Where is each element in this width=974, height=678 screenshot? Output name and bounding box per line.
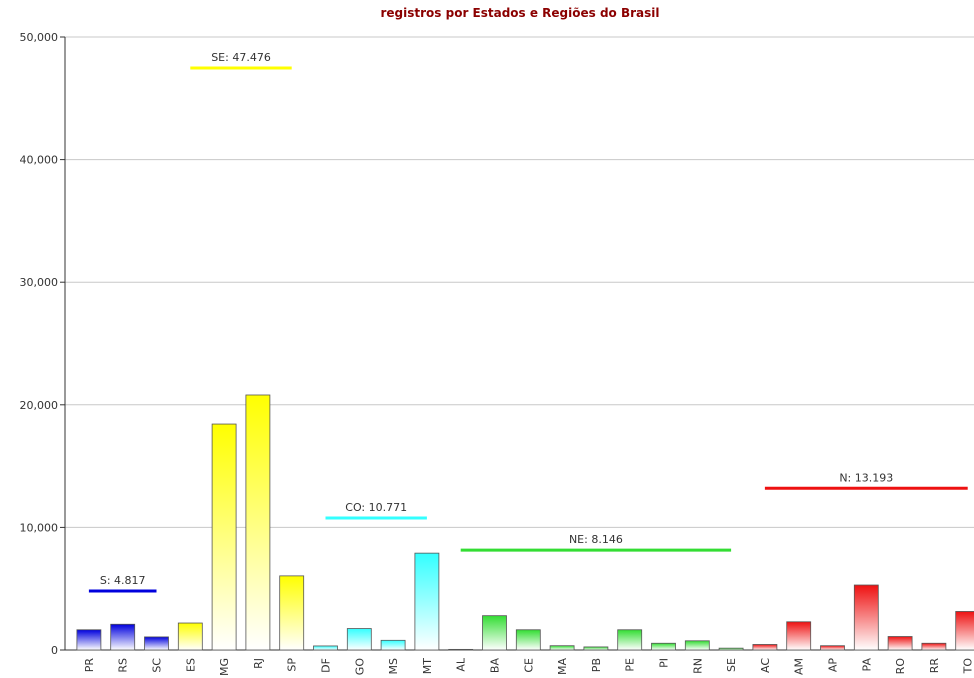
region-label: CO: 10.771 (345, 501, 407, 514)
x-tick-label: AC (759, 658, 772, 673)
bar (887, 636, 913, 651)
region-label: N: 13.193 (839, 471, 893, 484)
bar (211, 423, 237, 651)
x-tick-label: MG (218, 658, 231, 676)
y-tick-label: 40,000 (20, 154, 59, 167)
bar (110, 623, 136, 651)
x-tick-label: BA (489, 658, 502, 674)
region-label: NE: 8.146 (569, 533, 623, 546)
bar (177, 622, 203, 651)
x-tick-label: RN (691, 658, 704, 674)
x-tick-label: RJ (252, 658, 265, 669)
x-tick-label: SC (151, 658, 164, 673)
x-tick-label: DF (320, 658, 333, 673)
bar (718, 647, 744, 651)
bar (448, 648, 474, 651)
x-tick-label: AM (793, 658, 806, 675)
bar (955, 611, 974, 651)
x-tick-label: AP (827, 658, 840, 673)
bar (313, 645, 338, 651)
region-label: SE: 47.476 (211, 51, 271, 64)
y-tick-label: 0 (51, 644, 58, 657)
x-tick-label: RS (117, 658, 130, 673)
bar (414, 552, 440, 651)
bar (245, 394, 271, 651)
x-tick-label: GO (353, 658, 366, 676)
x-tick-label: PI (658, 658, 671, 668)
y-tick-label: 50,000 (20, 31, 59, 44)
y-tick-label: 30,000 (20, 276, 59, 289)
bar (921, 642, 947, 651)
bar (515, 629, 541, 651)
x-tick-label: PB (590, 658, 603, 672)
x-tick-label: RO (894, 658, 907, 675)
bar (380, 639, 406, 651)
x-tick-label: PR (83, 658, 96, 673)
bar (279, 575, 305, 651)
bar (76, 629, 102, 651)
bar (651, 642, 676, 651)
x-tick-label: PE (624, 658, 637, 672)
bar (144, 636, 169, 651)
x-tick-label: ES (184, 658, 197, 672)
bar (684, 640, 710, 651)
bar (617, 629, 643, 651)
region-label: S: 4.817 (100, 574, 146, 587)
bar (752, 644, 778, 651)
x-tick-label: TO (962, 658, 974, 675)
bar (853, 584, 879, 651)
x-tick-label: RR (928, 658, 941, 674)
bar (346, 628, 372, 651)
bar (482, 615, 507, 651)
bar (583, 646, 609, 651)
x-tick-label: MA (556, 658, 569, 675)
x-tick-label: AL (455, 657, 468, 672)
x-tick-label: PA (860, 658, 873, 672)
x-tick-label: MT (421, 658, 434, 674)
x-tick-label: MS (387, 658, 400, 674)
bar (549, 645, 575, 651)
x-tick-label: CE (522, 658, 535, 673)
chart-title: registros por Estados e Regiões do Brasi… (380, 6, 659, 20)
y-tick-label: 20,000 (20, 399, 59, 412)
bar (820, 645, 845, 651)
y-tick-label: 10,000 (20, 521, 59, 534)
x-tick-label: SP (286, 658, 299, 672)
x-tick-label: SE (725, 658, 738, 672)
bar (786, 621, 812, 651)
